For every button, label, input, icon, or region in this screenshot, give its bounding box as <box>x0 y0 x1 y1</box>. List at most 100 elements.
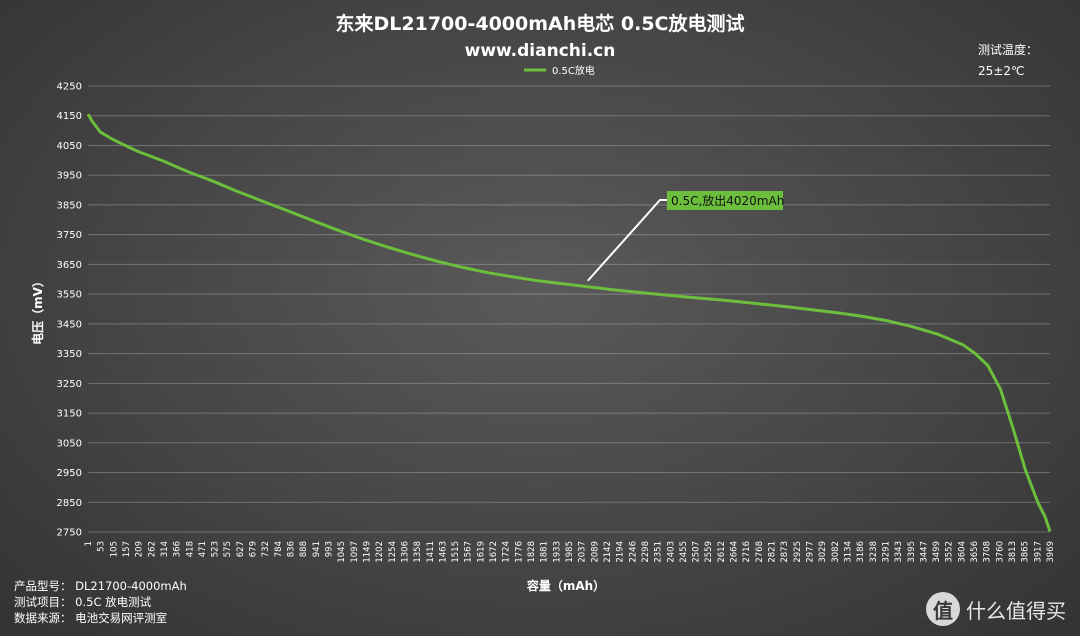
x-tick-label: 3029 <box>818 541 828 563</box>
x-tick-label: 2664 <box>730 541 740 563</box>
x-tick-label: 2977 <box>806 541 816 563</box>
x-tick-label: 2089 <box>590 541 600 563</box>
x-tick-label: 1358 <box>413 541 423 563</box>
x-tick-label: 2351 <box>654 541 664 563</box>
x-tick-label: 1985 <box>565 541 575 563</box>
x-tick-label: 2559 <box>704 541 714 563</box>
y-tick-label: 3150 <box>57 409 82 420</box>
x-tick-label: 627 <box>236 541 246 557</box>
x-tick-label: 1045 <box>337 541 347 563</box>
x-tick-label: 575 <box>223 541 233 557</box>
x-tick-label: 3447 <box>919 541 929 563</box>
x-tick-label: 471 <box>198 541 208 557</box>
x-tick-label: 3291 <box>881 541 891 563</box>
x-tick-label: 1567 <box>464 541 474 563</box>
x-tick-label: 2037 <box>578 541 588 563</box>
x-tick-label: 941 <box>312 541 322 557</box>
temperature-value: 25±2℃ <box>978 64 1024 78</box>
annotation-label: 0.5C,放出4020mAh <box>671 193 784 208</box>
x-tick-label: 1724 <box>502 541 512 563</box>
x-tick-label: 1411 <box>426 541 436 563</box>
y-tick-label: 2850 <box>57 498 82 509</box>
x-tick-label: 2612 <box>717 541 727 563</box>
x-tick-label: 1254 <box>388 541 398 563</box>
x-tick-label: 1933 <box>552 541 562 563</box>
x-tick-label: 157 <box>122 541 132 557</box>
x-tick-labels: 1 53 105 157 209 262 314 366 418 471 523 575 627 679 7… <box>84 541 1056 563</box>
x-tick-label: 2455 <box>679 541 689 563</box>
logo: 值 什么值得买 <box>926 592 1066 626</box>
info-test: 测试项目： 0.5C 放电测试 <box>14 595 152 609</box>
x-tick-label: 2925 <box>793 541 803 563</box>
grid <box>88 85 1050 533</box>
y-tick-label: 3750 <box>57 230 82 241</box>
y-tick-label: 3450 <box>57 319 82 330</box>
x-tick-label: 3604 <box>957 541 967 563</box>
info-source: 数据来源： 电池交易网评测室 <box>14 611 168 625</box>
x-tick-label: 314 <box>160 541 170 557</box>
x-tick-label: 1306 <box>400 541 410 563</box>
x-tick-label: 1097 <box>350 541 360 563</box>
x-tick-label: 1828 <box>527 541 537 563</box>
x-tick-label: 523 <box>211 541 221 557</box>
x-tick-label: 418 <box>185 541 195 557</box>
y-tick-label: 4250 <box>57 82 82 93</box>
x-tick-label: 679 <box>249 541 259 557</box>
x-tick-label: 2298 <box>641 541 651 563</box>
x-tick-label: 2507 <box>692 541 702 563</box>
x-tick-label: 3760 <box>995 541 1005 563</box>
x-tick-label: 1881 <box>540 541 550 563</box>
x-tick-label: 888 <box>299 541 309 557</box>
y-tick-label: 3250 <box>57 379 82 390</box>
x-tick-label: 209 <box>135 541 145 557</box>
chart-subtitle: www.dianchi.cn <box>465 41 616 61</box>
x-tick-label: 993 <box>325 541 335 557</box>
x-tick-label: 2246 <box>628 541 638 563</box>
x-tick-label: 3865 <box>1021 541 1031 563</box>
y-axis-label: 电压（mV） <box>30 275 45 345</box>
x-tick-label: 3082 <box>831 541 841 563</box>
logo-text: 什么值得买 <box>966 598 1066 623</box>
annotation-box <box>667 191 783 210</box>
y-tick-label: 3650 <box>57 260 82 271</box>
x-tick-label: 2873 <box>780 541 790 563</box>
legend-label: 0.5C放电 <box>552 64 595 77</box>
y-tick-label: 3850 <box>57 200 82 211</box>
y-tick-label: 2950 <box>57 468 82 479</box>
x-tick-label: 3969 <box>1046 541 1056 563</box>
x-tick-label: 2716 <box>742 541 752 563</box>
x-tick-label: 3186 <box>856 541 866 563</box>
y-tick-label: 3950 <box>57 171 82 182</box>
x-tick-label: 1 <box>84 541 94 546</box>
x-tick-label: 1776 <box>514 541 524 563</box>
annotations: 0.5C,放出4020mAh <box>587 191 784 282</box>
x-tick-label: 3813 <box>1008 541 1018 563</box>
logo-badge: 值 <box>926 592 960 626</box>
x-tick-label: 1515 <box>451 541 461 563</box>
y-tick-labels: 2750 2850 2950 3050 3150 3250 3350 3450 3550 3650… <box>57 82 82 539</box>
y-tick-label: 2750 <box>57 528 82 539</box>
x-tick-label: 3134 <box>843 541 853 563</box>
x-tick-label: 3552 <box>945 541 955 563</box>
y-tick-label: 3550 <box>57 290 82 301</box>
x-tick-label: 1463 <box>438 541 448 563</box>
x-tick-label: 2403 <box>666 541 676 563</box>
x-axis-label: 容量（mAh） <box>526 578 605 593</box>
y-tick-label: 4150 <box>57 111 82 122</box>
x-tick-label: 3343 <box>894 541 904 563</box>
x-tick-label: 3708 <box>983 541 993 563</box>
info-product: 产品型号： DL21700-4000mAh <box>14 579 187 593</box>
x-tick-label: 3917 <box>1033 541 1043 563</box>
x-tick-label: 1672 <box>489 541 499 563</box>
x-tick-label: 262 <box>147 541 157 557</box>
x-tick-label: 1149 <box>362 541 372 563</box>
x-tick-label: 1202 <box>375 541 385 563</box>
x-tick-label: 1619 <box>476 541 486 563</box>
x-tick-label: 732 <box>261 541 271 557</box>
series-layer <box>86 113 1052 532</box>
x-tick-label: 366 <box>173 541 183 557</box>
x-tick-label: 3499 <box>932 541 942 563</box>
x-tick-label: 784 <box>274 541 284 557</box>
chart-title: 东来DL21700-4000mAh电芯 0.5C放电测试 <box>336 12 745 35</box>
